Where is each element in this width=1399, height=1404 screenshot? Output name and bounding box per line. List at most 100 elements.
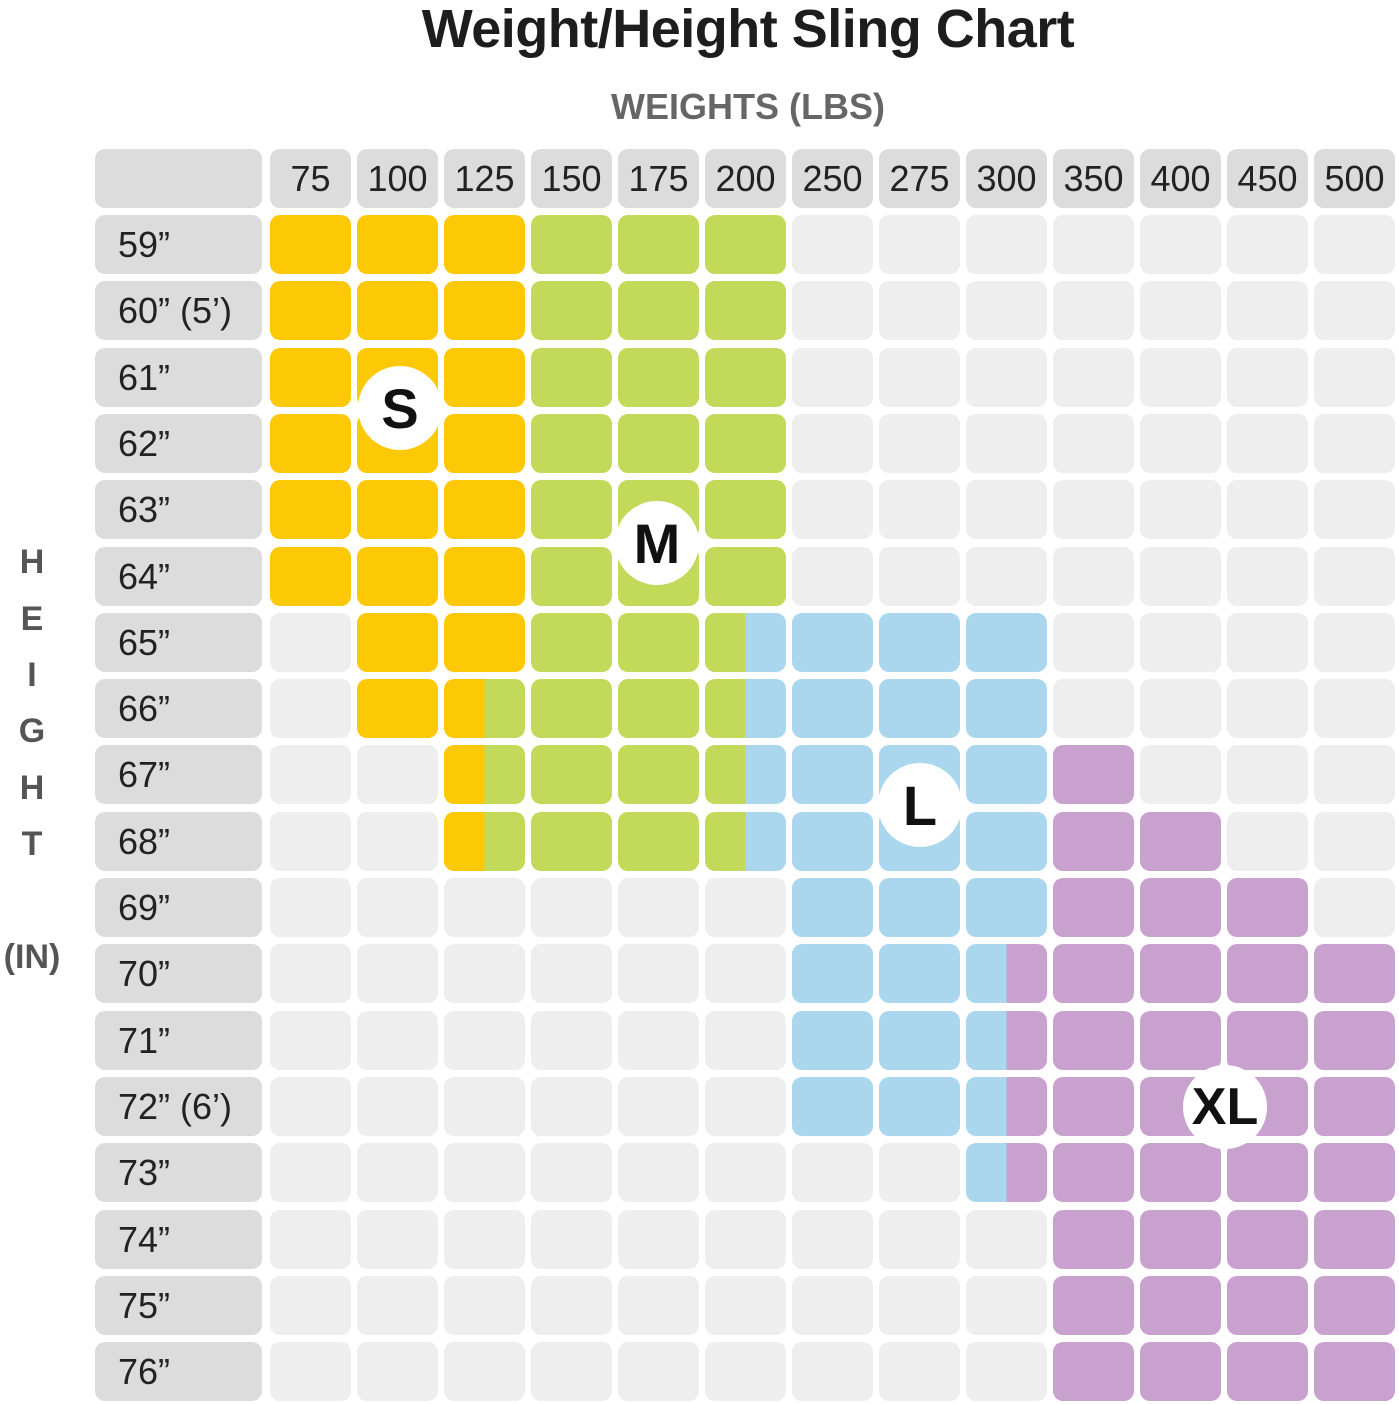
height-label: 61” bbox=[95, 348, 262, 407]
size-cell-l-xl bbox=[966, 944, 1047, 1003]
size-cell bbox=[444, 1210, 525, 1269]
size-cell bbox=[792, 480, 873, 539]
size-cell-xl bbox=[1227, 1276, 1308, 1335]
size-cell-s bbox=[357, 547, 438, 606]
size-cell-xl bbox=[1314, 1342, 1395, 1401]
size-cell-m bbox=[618, 613, 699, 672]
size-cell bbox=[357, 1143, 438, 1202]
size-cell bbox=[618, 1210, 699, 1269]
size-cell-xl bbox=[1053, 1011, 1134, 1070]
size-cell bbox=[618, 878, 699, 937]
size-cell bbox=[966, 1342, 1047, 1401]
size-cell bbox=[357, 944, 438, 1003]
size-cell-l bbox=[792, 613, 873, 672]
size-cell bbox=[1227, 745, 1308, 804]
size-cell-m bbox=[705, 215, 786, 274]
size-cell-m bbox=[618, 414, 699, 473]
size-cell bbox=[1314, 812, 1395, 871]
size-badge-l: L bbox=[878, 763, 962, 847]
size-cell bbox=[966, 348, 1047, 407]
size-cell-xl bbox=[1140, 878, 1221, 937]
size-cell-xl bbox=[1053, 1077, 1134, 1136]
size-cell-m bbox=[618, 215, 699, 274]
size-cell bbox=[1053, 414, 1134, 473]
size-cell-l bbox=[879, 944, 960, 1003]
size-cell bbox=[966, 480, 1047, 539]
size-cell bbox=[705, 1143, 786, 1202]
size-cell bbox=[444, 1276, 525, 1335]
size-cell-m bbox=[531, 348, 612, 407]
size-cell bbox=[879, 1210, 960, 1269]
size-cell bbox=[1314, 480, 1395, 539]
size-cell bbox=[1053, 215, 1134, 274]
height-label: 62” bbox=[95, 414, 262, 473]
size-cell bbox=[705, 1077, 786, 1136]
size-cell bbox=[879, 547, 960, 606]
size-cell-xl bbox=[1140, 1011, 1221, 1070]
size-cell-m bbox=[705, 281, 786, 340]
y-axis-label-letter: H bbox=[19, 769, 45, 807]
size-cell bbox=[966, 215, 1047, 274]
size-cell-s bbox=[444, 613, 525, 672]
size-cell bbox=[1314, 215, 1395, 274]
size-cell bbox=[357, 878, 438, 937]
size-cell bbox=[792, 1143, 873, 1202]
weight-header: 175 bbox=[618, 149, 699, 208]
size-cell bbox=[357, 1011, 438, 1070]
size-cell bbox=[1314, 613, 1395, 672]
size-cell-l-xl bbox=[966, 1011, 1047, 1070]
weight-header: 250 bbox=[792, 149, 873, 208]
size-cell bbox=[879, 1143, 960, 1202]
size-cell-xl bbox=[1314, 1011, 1395, 1070]
size-cell-xl bbox=[1314, 1276, 1395, 1335]
size-cell bbox=[357, 1276, 438, 1335]
size-cell-xl bbox=[1140, 1276, 1221, 1335]
weight-header: 200 bbox=[705, 149, 786, 208]
size-cell bbox=[357, 1342, 438, 1401]
size-cell bbox=[705, 1210, 786, 1269]
size-cell bbox=[618, 944, 699, 1003]
size-cell bbox=[792, 414, 873, 473]
size-cell bbox=[357, 745, 438, 804]
size-cell-xl bbox=[1053, 1210, 1134, 1269]
size-cell bbox=[1314, 348, 1395, 407]
size-cell bbox=[618, 1276, 699, 1335]
size-cell-m bbox=[618, 281, 699, 340]
size-cell-xl bbox=[1314, 944, 1395, 1003]
size-cell bbox=[1140, 215, 1221, 274]
size-cell bbox=[966, 1276, 1047, 1335]
x-axis-label: WEIGHTS (LBS) bbox=[611, 86, 885, 127]
size-cell bbox=[966, 547, 1047, 606]
size-cell bbox=[792, 1342, 873, 1401]
size-cell bbox=[531, 1011, 612, 1070]
size-cell bbox=[270, 1210, 351, 1269]
size-cell-m bbox=[705, 547, 786, 606]
size-cell bbox=[531, 1077, 612, 1136]
weight-header: 400 bbox=[1140, 149, 1221, 208]
size-cell bbox=[792, 215, 873, 274]
size-cell-xl bbox=[1314, 1077, 1395, 1136]
weight-header: 450 bbox=[1227, 149, 1308, 208]
size-cell bbox=[1227, 215, 1308, 274]
size-cell-xl bbox=[1053, 1143, 1134, 1202]
size-cell-m bbox=[618, 679, 699, 738]
size-cell-l bbox=[879, 878, 960, 937]
size-cell bbox=[1227, 348, 1308, 407]
size-cell-l bbox=[792, 812, 873, 871]
height-label: 71” bbox=[95, 1011, 262, 1070]
size-cell-l bbox=[792, 679, 873, 738]
size-cell-m bbox=[618, 812, 699, 871]
size-cell bbox=[444, 1077, 525, 1136]
size-cell-s bbox=[270, 547, 351, 606]
size-cell-xl bbox=[1053, 878, 1134, 937]
size-cell-xl bbox=[1227, 878, 1308, 937]
size-cell-m bbox=[531, 281, 612, 340]
size-cell-s bbox=[270, 480, 351, 539]
size-cell bbox=[1053, 281, 1134, 340]
size-cell-l bbox=[966, 679, 1047, 738]
size-cell-xl bbox=[1314, 1210, 1395, 1269]
size-cell bbox=[444, 944, 525, 1003]
weight-header: 275 bbox=[879, 149, 960, 208]
size-badge-xl: XL bbox=[1183, 1065, 1267, 1149]
size-cell-xl bbox=[1227, 1342, 1308, 1401]
